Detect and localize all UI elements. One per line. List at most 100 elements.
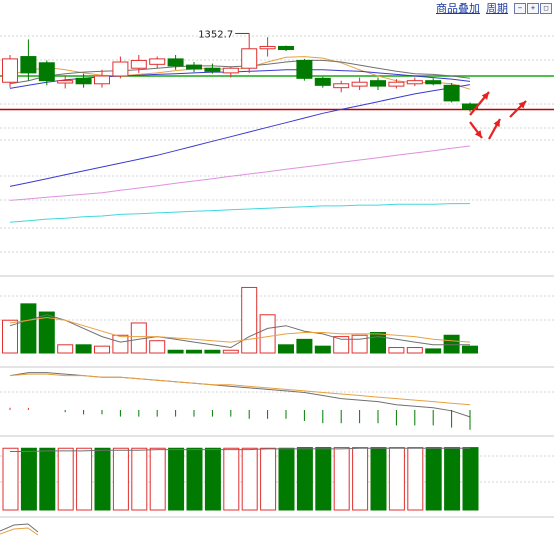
high-price-label: 1352.7 xyxy=(198,29,233,40)
volume-bar xyxy=(241,286,258,354)
indicator-bar xyxy=(149,447,166,511)
candle-body xyxy=(443,84,460,102)
indicator-bar xyxy=(57,447,74,511)
candle-body xyxy=(370,80,386,87)
zoom-out-icon[interactable]: − xyxy=(514,2,526,14)
candle-body xyxy=(259,45,276,50)
volume-bar xyxy=(186,349,202,354)
indicator-bar xyxy=(112,447,129,511)
volume-bar xyxy=(370,332,386,354)
indicator-bar xyxy=(315,447,332,511)
indicator-bar xyxy=(131,447,148,511)
zoom-in-icon[interactable]: + xyxy=(527,2,539,14)
maximize-icon[interactable]: □ xyxy=(540,2,552,14)
volume-bar xyxy=(112,334,129,354)
indicator-bar xyxy=(388,447,405,511)
ma-cyan xyxy=(9,203,470,223)
volume-bar xyxy=(204,349,221,354)
bottom-panel-line xyxy=(0,523,39,533)
indicator-bar xyxy=(352,447,369,511)
indicator-bar xyxy=(462,447,479,511)
candle-body xyxy=(20,56,37,74)
volume-bar xyxy=(222,349,239,354)
candle-body xyxy=(112,61,129,77)
volume-bar xyxy=(259,314,276,354)
candle-body xyxy=(167,58,184,67)
ma-orange xyxy=(9,56,471,90)
indicator-bar xyxy=(20,447,37,511)
candle-body xyxy=(2,58,18,83)
volume-bar xyxy=(130,322,147,354)
candle-body xyxy=(130,59,147,69)
indicator-bar xyxy=(444,447,461,511)
indicator-bar xyxy=(333,447,350,511)
ma-gray xyxy=(9,59,471,85)
indicator-bar xyxy=(223,447,240,511)
indicator-bar xyxy=(296,447,313,511)
candle-body xyxy=(425,80,442,85)
period-link[interactable]: 周期 xyxy=(486,2,508,15)
volume-bar xyxy=(351,334,368,354)
candle-body xyxy=(314,77,331,86)
arrow-down-1-head xyxy=(474,130,482,138)
indicator-bar xyxy=(425,447,442,511)
overlay-link[interactable]: 商品叠加 xyxy=(436,2,480,15)
candle-body xyxy=(57,80,74,84)
volume-bar xyxy=(57,344,74,354)
indicator-bar xyxy=(407,447,424,511)
volume-bar xyxy=(425,348,442,354)
volume-bar xyxy=(38,311,55,354)
ma-pink xyxy=(9,145,471,201)
candle-body xyxy=(186,64,202,70)
indicator-bar xyxy=(2,447,19,511)
candle-body xyxy=(204,67,221,72)
candle-body xyxy=(388,81,405,87)
candle-body xyxy=(222,67,239,74)
candle-body xyxy=(296,59,313,79)
arrow-up-2-head xyxy=(493,119,500,127)
volume-bar xyxy=(462,345,478,354)
indicator-bar xyxy=(260,447,277,511)
chart-toolbar: 商品叠加 周期 − + □ xyxy=(436,1,554,15)
bottom-panel-line xyxy=(0,527,39,536)
window-buttons: − + □ xyxy=(514,2,552,14)
ma-darkblue xyxy=(9,84,471,187)
volume-bar xyxy=(296,338,313,354)
candle-body xyxy=(75,77,92,85)
volume-bar xyxy=(149,340,166,354)
indicator-bar xyxy=(39,447,56,511)
volume-bar xyxy=(167,349,184,354)
indicator-ma xyxy=(10,447,470,452)
candle-body xyxy=(278,45,294,51)
volume-bar xyxy=(314,345,331,354)
indicator-bar xyxy=(370,447,387,511)
vol-ma-orange xyxy=(9,316,471,343)
candle-body xyxy=(351,81,368,87)
volume-bar xyxy=(94,345,110,354)
indicator-bar xyxy=(204,447,221,511)
volume-bar xyxy=(278,344,294,354)
volume-bar xyxy=(388,347,405,354)
volume-bar xyxy=(20,303,37,354)
candle-body xyxy=(38,62,55,82)
indicator-bar xyxy=(241,447,258,511)
indicator-bar xyxy=(76,447,93,511)
arrow-up-3-head xyxy=(518,101,526,109)
volume-bar xyxy=(406,347,423,354)
volume-bar xyxy=(443,334,460,354)
indicator-bar xyxy=(278,447,295,511)
candle-body xyxy=(149,58,166,65)
volume-bar xyxy=(75,344,92,354)
indicator-bar xyxy=(94,447,111,511)
candle-body xyxy=(406,80,423,85)
volume-bar xyxy=(2,319,18,354)
arrow-up-1-head xyxy=(481,92,489,100)
volume-bar xyxy=(333,336,350,354)
osc-orange xyxy=(9,373,471,406)
candle-body xyxy=(94,75,110,85)
vol-ma-gray xyxy=(9,314,470,349)
osc-dark xyxy=(9,372,471,418)
candle-body xyxy=(241,48,258,69)
candle-body xyxy=(333,83,350,89)
